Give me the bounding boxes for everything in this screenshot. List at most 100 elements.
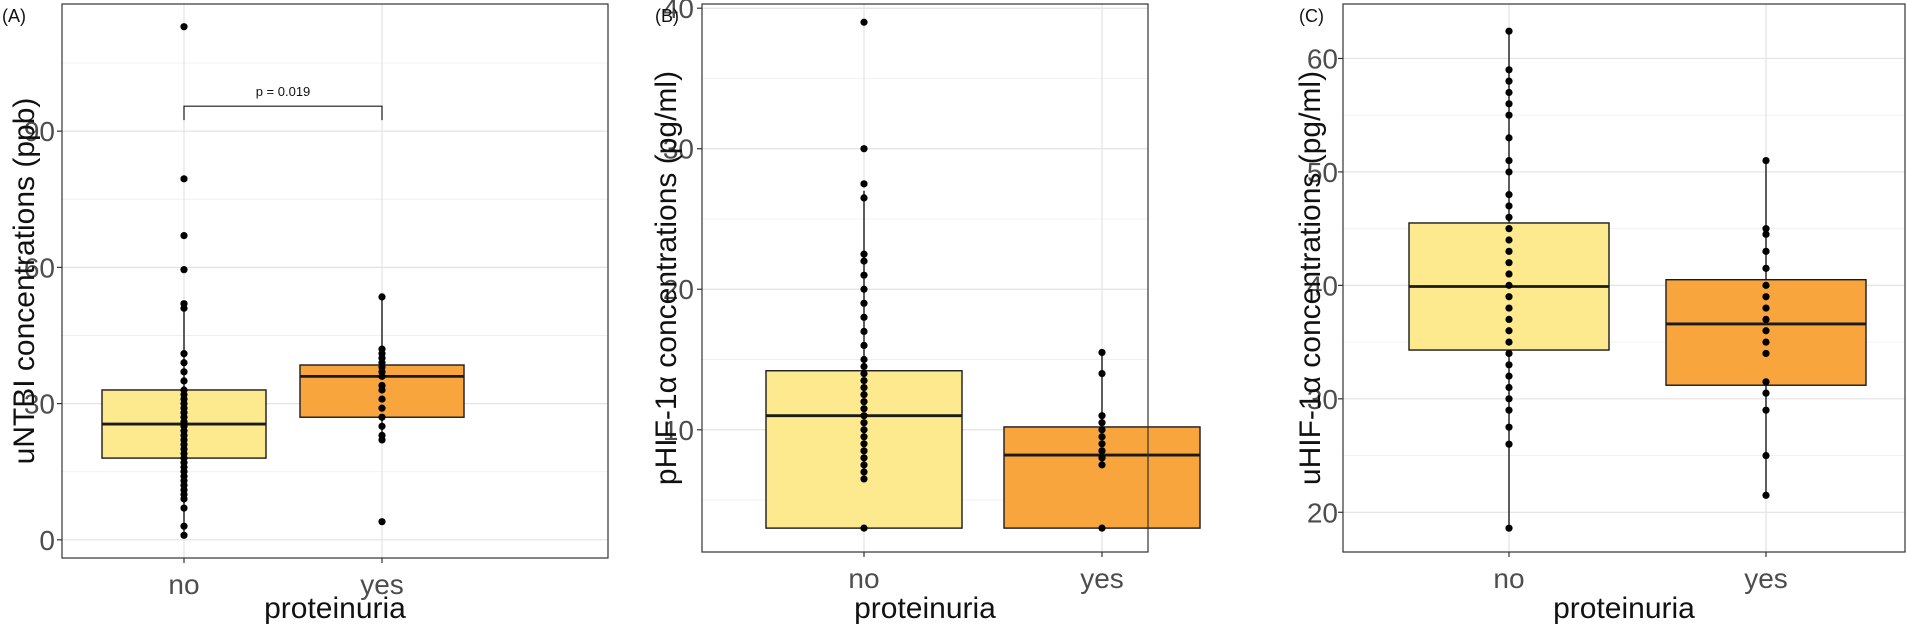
- panel-1-point-no-36: [180, 231, 188, 240]
- panel-3-point-yes-12: [1762, 264, 1770, 272]
- panel-2-point-no-18: [860, 355, 868, 364]
- panel-1-point-yes-0: [378, 518, 386, 526]
- panel-1-xtick-label-no: no: [168, 569, 199, 600]
- panel-3-point-no-8: [1505, 349, 1513, 358]
- panel-2-ytick-label-1: 20: [663, 274, 694, 305]
- panel-3-point-no-10: [1505, 327, 1513, 335]
- panel-2-point-no-24: [860, 271, 868, 279]
- panel-2-point-no-10: [860, 412, 868, 420]
- panel-1-y-axis-title: uNTBI concentrations (ppb): [8, 98, 41, 465]
- panel-2-point-no-23: [860, 285, 868, 293]
- panel-3-point-no-7: [1505, 361, 1513, 369]
- panel-3-y-axis-title: uHIF-1α concentrations (pg/ml): [1294, 71, 1327, 485]
- panel-2-point-no-11: [860, 405, 868, 413]
- panel-3-point-no-17: [1505, 247, 1513, 255]
- panel-1-point-no-32: [180, 350, 188, 358]
- panel-1-point-yes-15: [378, 345, 386, 353]
- panel-3-point-yes-9: [1762, 304, 1770, 312]
- panel-3-point-no-1: [1505, 440, 1513, 448]
- panel-1-ytick-label-2: 60: [24, 252, 55, 283]
- panel-2-point-no-25: [860, 257, 868, 265]
- panel-2-point-no-0: [860, 524, 868, 532]
- panel-2-point-yes-10: [1098, 348, 1106, 357]
- panel-3-point-no-2: [1505, 423, 1513, 431]
- panel-2-y-axis-title: pHIF-1α concentrations (pg/ml): [650, 71, 683, 485]
- panel-2-ytick-label-3: 40: [663, 0, 694, 24]
- panel-1-point-no-34: [180, 300, 188, 308]
- panel-2-point-no-26: [860, 250, 868, 258]
- panel-3-point-yes-1: [1762, 451, 1770, 460]
- panel-1-point-no-1: [180, 522, 188, 530]
- panel-1-point-no-37: [180, 175, 188, 183]
- panel-2-point-no-4: [860, 454, 868, 462]
- panel-3-point-yes-10: [1762, 293, 1770, 301]
- panel-1-panel-letter: (A): [2, 6, 26, 26]
- panel-2-xtick-label-yes: yes: [1080, 563, 1124, 594]
- panel-2-point-yes-1: [1098, 461, 1106, 469]
- panel-3-point-no-6: [1505, 372, 1513, 380]
- panel-1-ytick-label-3: 90: [24, 116, 55, 147]
- panel-2-point-yes-3: [1098, 447, 1106, 455]
- panel-3-point-no-21: [1505, 202, 1513, 210]
- panel-1-ytick-label-1: 30: [24, 389, 55, 420]
- panel-2-point-no-7: [860, 433, 868, 441]
- panel-3-point-no-27: [1505, 100, 1513, 108]
- panel-3-point-no-16: [1505, 259, 1513, 267]
- panel-2-point-no-14: [860, 384, 868, 392]
- panel-3-point-no-4: [1505, 395, 1513, 403]
- panel-3-point-yes-2: [1762, 406, 1770, 414]
- panel-2-ytick-label-0: 10: [663, 415, 694, 446]
- panel-3-ytick-label-3: 50: [1307, 157, 1338, 188]
- panel-3-point-no-18: [1505, 236, 1513, 244]
- panel-3-point-no-31: [1505, 27, 1513, 35]
- panel-2-point-no-13: [860, 391, 868, 399]
- panel-3-point-no-30: [1505, 66, 1513, 74]
- panel-2-point-no-2: [860, 468, 868, 476]
- panel-1-point-yes-5: [378, 404, 386, 412]
- panel-3-point-no-26: [1505, 111, 1513, 119]
- panel-3-xtick-label-yes: yes: [1744, 563, 1788, 594]
- panel-2-point-no-12: [860, 398, 868, 406]
- panel-3-point-no-5: [1505, 383, 1513, 392]
- panel-3-point-no-25: [1505, 134, 1513, 142]
- panel-1-point-no-30: [180, 368, 188, 376]
- panel-2-point-yes-5: [1098, 433, 1106, 441]
- panel-3-point-no-3: [1505, 406, 1513, 414]
- panel-3-point-no-22: [1505, 191, 1513, 199]
- panel-2-point-yes-0: [1098, 524, 1106, 532]
- panel-3-point-no-29: [1505, 77, 1513, 85]
- panel-2-point-no-27: [860, 194, 868, 202]
- panel-1-panel-border: [61, 3, 609, 559]
- panel-3-xtick-label-no: no: [1493, 563, 1524, 594]
- panel-1-plot-area: [62, 4, 608, 558]
- panel-1-point-yes-6: [378, 395, 386, 403]
- panel-2-point-yes-2: [1098, 454, 1106, 462]
- panel-3-point-yes-14: [1762, 230, 1770, 238]
- panel-3-point-yes-16: [1762, 156, 1770, 165]
- panel-2-point-no-20: [860, 327, 868, 335]
- panel-1-significance-label: p = 0.019: [256, 84, 311, 99]
- panel-3-panel-border: [1342, 3, 1906, 553]
- panel-2-point-yes-9: [1098, 369, 1106, 378]
- panel-2-point-no-21: [860, 313, 868, 321]
- panel-3-point-yes-11: [1762, 281, 1770, 289]
- panel-1-point-yes-4: [378, 413, 386, 421]
- panel-2-x-axis-title: proteinuria: [854, 592, 996, 625]
- panel-1-point-no-28: [180, 386, 188, 394]
- panel-3-point-no-0: [1505, 524, 1513, 532]
- panel-2-point-no-6: [860, 440, 868, 448]
- panel-2-point-no-16: [860, 369, 868, 378]
- panel-3-ytick-label-0: 20: [1307, 497, 1338, 528]
- panel-3-point-no-23: [1505, 168, 1513, 176]
- panel-1-point-no-29: [180, 377, 188, 385]
- panel-1-point-no-35: [180, 266, 188, 274]
- panel-3-point-no-24: [1505, 156, 1513, 165]
- panel-3-point-no-9: [1505, 338, 1513, 346]
- panel-3-point-no-13: [1505, 293, 1513, 301]
- panel-3-point-yes-15: [1762, 225, 1770, 233]
- panel-2-point-no-22: [860, 299, 868, 307]
- panel-2-point-no-3: [860, 461, 868, 469]
- panel-3-point-no-28: [1505, 88, 1513, 97]
